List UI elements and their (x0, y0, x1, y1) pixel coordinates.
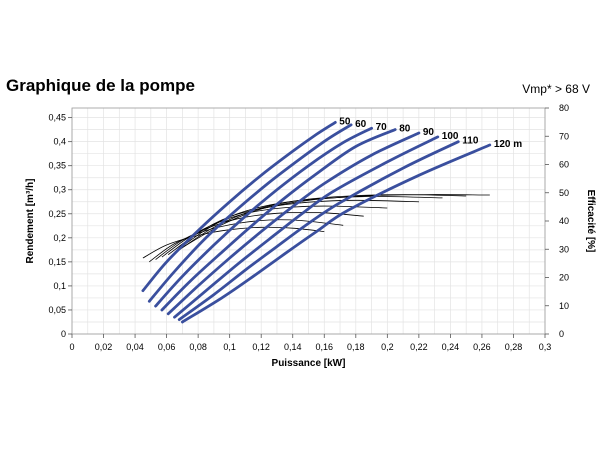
x-tick-label: 0,12 (252, 342, 270, 352)
x-tick-label: 0,08 (189, 342, 207, 352)
y2-tick-label: 0 (559, 329, 564, 339)
y2-tick-label: 60 (559, 160, 569, 170)
y2-tick-label: 50 (559, 188, 569, 198)
x-tick-label: 0,06 (158, 342, 176, 352)
x-axis-label: Puissance [kW] (272, 358, 346, 369)
y-tick-label: 0,1 (53, 281, 66, 291)
y2-tick-label: 80 (559, 103, 569, 113)
pump-curve-8 (181, 143, 492, 324)
curve-label: 100 (442, 131, 459, 142)
curve-labels: 50 60 70 80 90 100 110 120 m (339, 116, 522, 150)
y-tick-label: 0,05 (48, 305, 66, 315)
voltage-condition-label: Vmp* > 68 V (522, 82, 590, 96)
y2-tick-label: 70 (559, 131, 569, 141)
curve-label: 60 (355, 119, 367, 130)
y2-tick-label: 40 (559, 216, 569, 226)
y-tick-label: 0,15 (48, 257, 66, 267)
curve-label: 110 (462, 136, 479, 147)
curve-label: 50 (339, 116, 351, 127)
y-tick-label: 0 (61, 329, 66, 339)
y-axis-label: Rendement [m³/h] (25, 179, 36, 264)
pump-curve-3 (154, 126, 373, 308)
tick-labels: 0 0,02 0,04 0,06 0,08 0,1 0,12 0,14 0,16 0,18 0,2 0… (48, 103, 569, 352)
chart-title: Graphique de la pompe (6, 76, 195, 95)
y2-tick-label: 30 (559, 244, 569, 254)
pump-curve-1 (141, 121, 337, 293)
pump-curves (141, 121, 492, 324)
y-tick-label: 0,3 (53, 185, 66, 195)
curve-label: 120 m (494, 139, 522, 150)
pump-curve-7 (177, 140, 460, 321)
x-tick-label: 0,1 (223, 342, 236, 352)
pump-curve-2 (147, 123, 353, 303)
pump-curve-4 (160, 128, 397, 312)
x-tick-label: 0,28 (505, 342, 523, 352)
efficiency-curves (142, 194, 490, 263)
x-tick-label: 0,02 (95, 342, 113, 352)
x-tick-label: 0,16 (316, 342, 334, 352)
y-tick-label: 0,2 (53, 233, 66, 243)
x-tick-label: 0,3 (539, 342, 552, 352)
y2-tick-label: 20 (559, 273, 569, 283)
curve-label: 70 (376, 122, 388, 133)
x-tick-label: 0,04 (126, 342, 144, 352)
x-tick-label: 0,26 (473, 342, 491, 352)
grid-lines (71, 108, 546, 335)
y2-axis-label: Efficacité [%] (585, 190, 596, 253)
x-tick-label: 0,18 (347, 342, 365, 352)
x-tick-label: 0,2 (381, 342, 394, 352)
curve-label: 90 (423, 127, 435, 138)
x-tick-label: 0,14 (284, 342, 302, 352)
y-tick-label: 0,25 (48, 209, 66, 219)
x-tick-label: 0,22 (410, 342, 428, 352)
y-tick-label: 0,35 (48, 161, 66, 171)
pump-curve-6 (173, 135, 440, 319)
y-tick-label: 0,45 (48, 113, 66, 123)
y-tick-label: 0,4 (53, 137, 66, 147)
curve-label: 80 (399, 124, 411, 135)
pump-curve-5 (166, 131, 421, 316)
y2-tick-label: 10 (559, 301, 569, 311)
x-tick-label: 0,24 (442, 342, 460, 352)
x-tick-label: 0 (69, 342, 74, 352)
